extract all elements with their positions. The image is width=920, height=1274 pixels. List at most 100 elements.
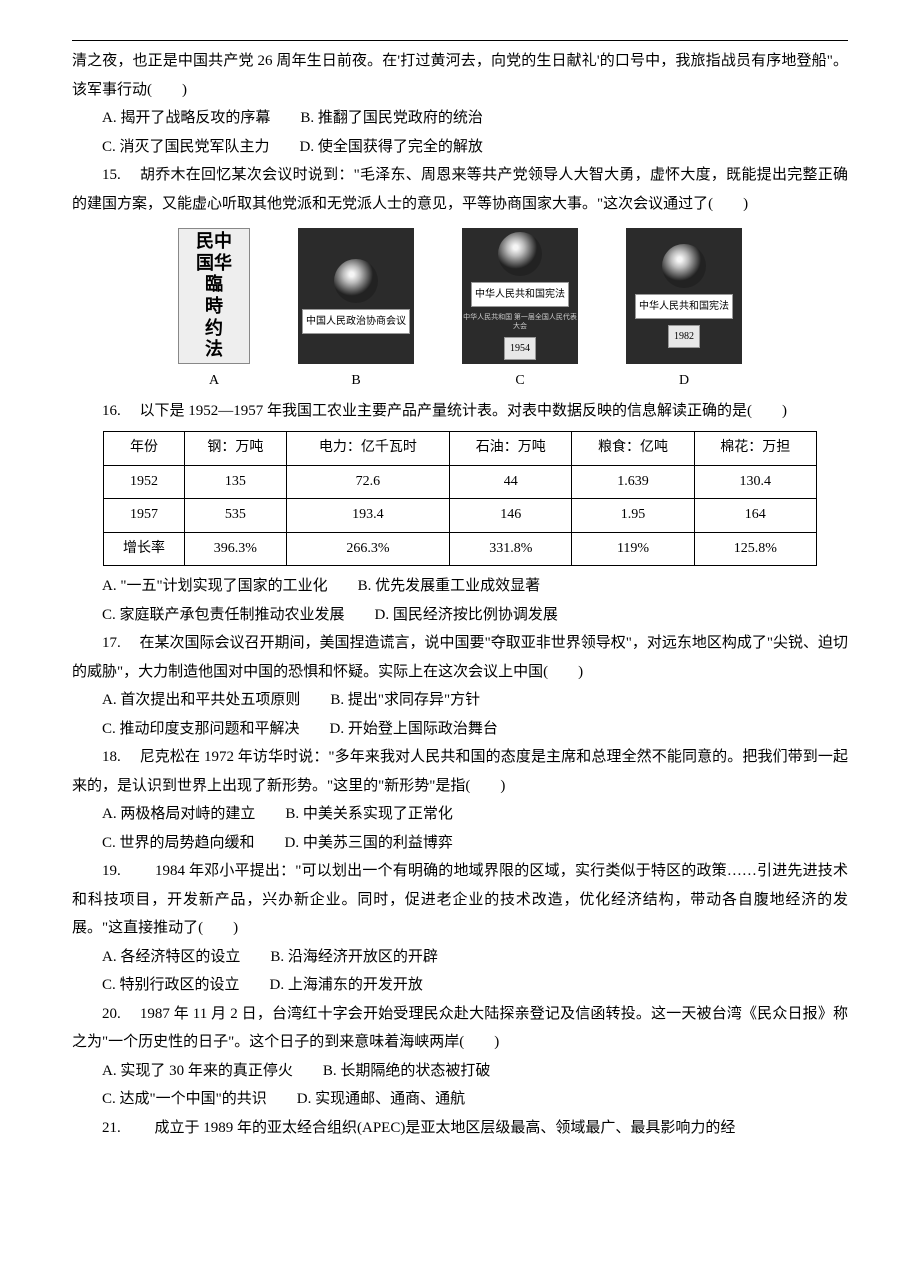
book-b-cover: 中国人民政治协商会议 — [298, 228, 414, 364]
q17-A: A. 首次提出和平共处五项原则 — [102, 692, 300, 708]
table-cell: 1.639 — [572, 465, 694, 499]
q15-book-D: 中华人民共和国宪法 1982 D — [626, 228, 742, 395]
emblem-icon — [334, 259, 378, 303]
ba4: 時 — [205, 296, 223, 318]
q17-opts1: A. 首次提出和平共处五项原则 B. 提出"求同存异"方针 — [72, 686, 848, 715]
book-d-year: 1982 — [668, 325, 700, 348]
q14-D: D. 使全国获得了完全的解放 — [300, 139, 483, 155]
table-cell: 193.4 — [286, 499, 449, 533]
q18-D: D. 中美苏三国的利益博弈 — [285, 835, 453, 851]
q14-pretext: 清之夜，也正是中国共产党 26 周年生日前夜。在'打过黄河去，向党的生日献礼'的… — [72, 47, 848, 104]
q15-stem: 15. 胡乔木在回忆某次会议时说到："毛泽东、周恩来等共产党领导人大智大勇，虚怀… — [72, 161, 848, 218]
q20-opts2: C. 达成"一个中国"的共识 D. 实现通邮、通商、通航 — [72, 1085, 848, 1114]
ba2: 国华 — [196, 253, 232, 275]
q18-B: B. 中美关系实现了正常化 — [285, 806, 453, 822]
q16-B: B. 优先发展重工业成效显著 — [358, 578, 541, 594]
q20-B: B. 长期隔绝的状态被打破 — [323, 1063, 491, 1079]
q21-stem: 21. 成立于 1989 年的亚太经合组织(APEC)是亚太地区层级最高、领域最… — [72, 1114, 848, 1143]
q16-D: D. 国民经济按比例协调发展 — [375, 607, 558, 623]
q15-image-row: 民中 国华 臨 時 约 法 A 中国人民政治协商会议 B 中华人民共和国宪法 中… — [72, 228, 848, 395]
q14-B: B. 推翻了国民党政府的统治 — [300, 110, 483, 126]
book-d-label: 中华人民共和国宪法 — [635, 294, 733, 319]
q16-opts2: C. 家庭联产承包责任制推动农业发展 D. 国民经济按比例协调发展 — [72, 601, 848, 630]
q20-stem: 20. 1987 年 11 月 2 日，台湾红十字会开始受理民众赴大陆探亲登记及… — [72, 1000, 848, 1057]
q16-table: 年份钢：万吨电力：亿千瓦时石油：万吨粮食：亿吨棉花：万担 195213572.6… — [103, 431, 817, 566]
q19-stem: 19. 1984 年邓小平提出："可以划出一个有明确的地域界限的区域，实行类似于… — [72, 857, 848, 943]
q18-opts2: C. 世界的局势趋向缓和 D. 中美苏三国的利益博弈 — [72, 829, 848, 858]
ba3: 臨 — [205, 274, 223, 296]
q17-B: B. 提出"求同存异"方针 — [330, 692, 480, 708]
table-cell: 119% — [572, 532, 694, 566]
q16-stem: 16. 以下是 1952—1957 年我国工农业主要产品产量统计表。对表中数据反… — [72, 397, 848, 426]
table-header-cell: 棉花：万担 — [694, 432, 816, 466]
book-c-cover: 中华人民共和国宪法 中华人民共和国 第一届全国人民代表大会 1954 — [462, 228, 578, 364]
q18-A: A. 两极格局对峙的建立 — [102, 806, 255, 822]
q19-A: A. 各经济特区的设立 — [102, 949, 240, 965]
emblem-icon — [662, 244, 706, 288]
book-b-label: 中国人民政治协商会议 — [302, 309, 410, 334]
q19-opts2: C. 特别行政区的设立 D. 上海浦东的开发开放 — [72, 971, 848, 1000]
q20-opts1: A. 实现了 30 年来的真正停火 B. 长期隔绝的状态被打破 — [72, 1057, 848, 1086]
table-row: 增长率396.3%266.3%331.8%119%125.8% — [104, 532, 817, 566]
book-c-sub: 中华人民共和国 第一届全国人民代表大会 — [462, 313, 578, 331]
table-row: 195213572.6441.639130.4 — [104, 465, 817, 499]
q14-opts1: A. 揭开了战略反攻的序幕 B. 推翻了国民党政府的统治 — [72, 104, 848, 133]
q19-C: C. 特别行政区的设立 — [102, 977, 240, 993]
q15-book-C: 中华人民共和国宪法 中华人民共和国 第一届全国人民代表大会 1954 C — [462, 228, 578, 395]
q14-A: A. 揭开了战略反攻的序幕 — [102, 110, 270, 126]
table-cell: 266.3% — [286, 532, 449, 566]
table-body: 195213572.6441.639130.41957535193.41461.… — [104, 465, 817, 566]
table-cell: 164 — [694, 499, 816, 533]
book-d-cover: 中华人民共和国宪法 1982 — [626, 228, 742, 364]
table-header-cell: 石油：万吨 — [450, 432, 572, 466]
q15-book-B: 中国人民政治协商会议 B — [298, 228, 414, 395]
table-cell: 396.3% — [185, 532, 287, 566]
table-header-cell: 年份 — [104, 432, 185, 466]
q20-C: C. 达成"一个中国"的共识 — [102, 1091, 267, 1107]
q17-opts2: C. 推动印度支那问题和平解决 D. 开始登上国际政治舞台 — [72, 715, 848, 744]
table-row: 1957535193.41461.95164 — [104, 499, 817, 533]
book-c-label: 中华人民共和国宪法 — [471, 282, 569, 307]
table-header-cell: 电力：亿千瓦时 — [286, 432, 449, 466]
q18-stem: 18. 尼克松在 1972 年访华时说："多年来我对人民共和国的态度是主席和总理… — [72, 743, 848, 800]
ba6: 法 — [205, 339, 223, 361]
letter-D: D — [679, 368, 689, 395]
table-cell: 1.95 — [572, 499, 694, 533]
emblem-icon — [498, 232, 542, 276]
q17-C: C. 推动印度支那问题和平解决 — [102, 721, 300, 737]
q14-opts2: C. 消灭了国民党军队主力 D. 使全国获得了完全的解放 — [72, 133, 848, 162]
table-header-cell: 粮食：亿吨 — [572, 432, 694, 466]
book-a-cover: 民中 国华 臨 時 约 法 — [178, 228, 250, 364]
ba5: 约 — [205, 318, 223, 340]
letter-B: B — [351, 368, 360, 395]
table-cell: 增长率 — [104, 532, 185, 566]
q20-D: D. 实现通邮、通商、通航 — [297, 1091, 465, 1107]
letter-C: C — [515, 368, 524, 395]
q19-B: B. 沿海经济开放区的开辟 — [270, 949, 438, 965]
table-cell: 135 — [185, 465, 287, 499]
table-cell: 535 — [185, 499, 287, 533]
table-header-cell: 钢：万吨 — [185, 432, 287, 466]
q18-C: C. 世界的局势趋向缓和 — [102, 835, 255, 851]
q17-stem: 17. 在某次国际会议召开期间，美国捏造谎言，说中国要"夺取亚非世界领导权"，对… — [72, 629, 848, 686]
q18-opts1: A. 两极格局对峙的建立 B. 中美关系实现了正常化 — [72, 800, 848, 829]
q15-book-A: 民中 国华 臨 時 约 法 A — [178, 228, 250, 395]
header-rule — [72, 40, 848, 41]
book-c-year: 1954 — [504, 337, 536, 360]
table-header-row: 年份钢：万吨电力：亿千瓦时石油：万吨粮食：亿吨棉花：万担 — [104, 432, 817, 466]
q20-A: A. 实现了 30 年来的真正停火 — [102, 1063, 293, 1079]
q19-D: D. 上海浦东的开发开放 — [270, 977, 423, 993]
table-cell: 44 — [450, 465, 572, 499]
table-cell: 72.6 — [286, 465, 449, 499]
table-cell: 1952 — [104, 465, 185, 499]
table-cell: 146 — [450, 499, 572, 533]
table-cell: 331.8% — [450, 532, 572, 566]
q16-C: C. 家庭联产承包责任制推动农业发展 — [102, 607, 345, 623]
q17-D: D. 开始登上国际政治舞台 — [330, 721, 498, 737]
table-cell: 125.8% — [694, 532, 816, 566]
q16-A: A. "一五"计划实现了国家的工业化 — [102, 578, 328, 594]
table-cell: 130.4 — [694, 465, 816, 499]
q19-opts1: A. 各经济特区的设立 B. 沿海经济开放区的开辟 — [72, 943, 848, 972]
table-cell: 1957 — [104, 499, 185, 533]
q14-C: C. 消灭了国民党军队主力 — [102, 139, 270, 155]
